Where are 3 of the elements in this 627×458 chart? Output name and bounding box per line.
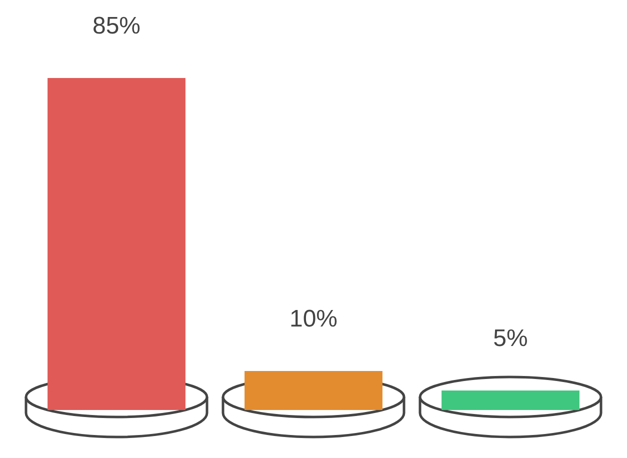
data-label: 10% xyxy=(289,305,338,332)
data-label: 85% xyxy=(92,12,141,40)
data-label: 5% xyxy=(493,324,528,352)
